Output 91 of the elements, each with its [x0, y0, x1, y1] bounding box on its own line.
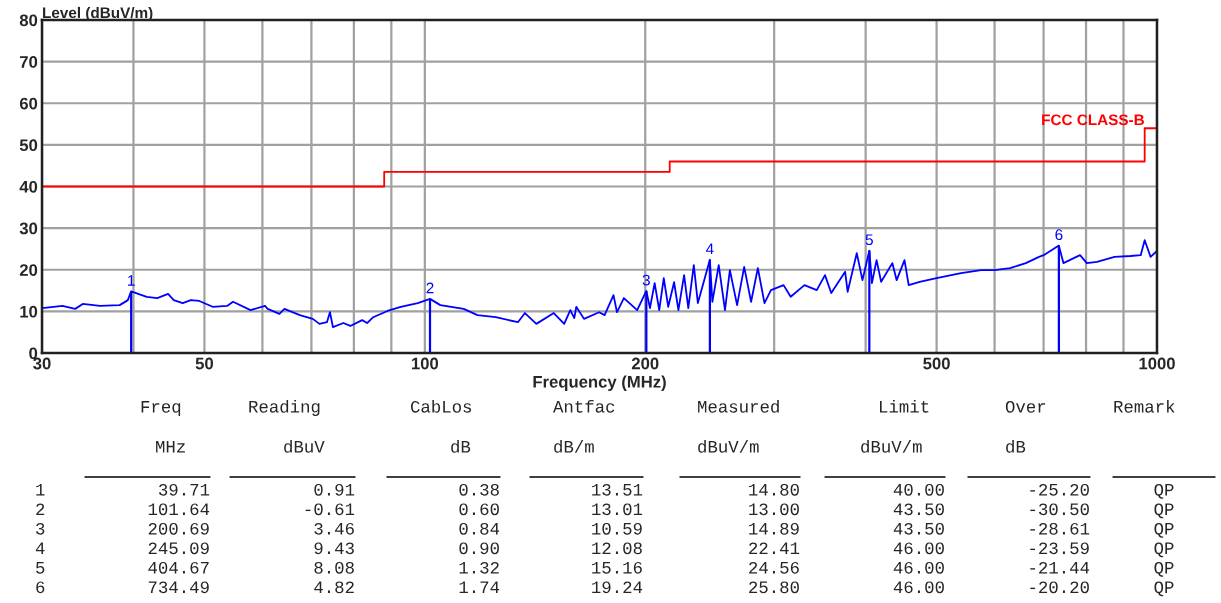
text: QP	[1154, 542, 1174, 558]
text: 6	[36, 581, 45, 594]
x-tick-label: 500	[923, 357, 950, 370]
text: -28.61	[1030, 522, 1090, 535]
text: dBuV	[284, 439, 325, 453]
y-tick-label: 20	[19, 264, 38, 276]
text: 14.80	[749, 483, 799, 496]
annotation: 2	[426, 282, 434, 294]
text: 19.24	[592, 581, 643, 594]
text: 13.00	[749, 503, 799, 516]
text: 5	[36, 562, 45, 574]
text: 3.46	[314, 522, 354, 535]
text: -20.20	[1030, 581, 1089, 594]
text: 14.89	[749, 522, 799, 535]
y-axis-title: Level (dBuV/m)	[43, 6, 153, 22]
y-tick-label: 70	[20, 56, 38, 68]
text: QP	[1154, 561, 1174, 577]
text: QP	[1154, 522, 1174, 538]
text: -23.59	[1030, 542, 1089, 555]
text: 46.00	[893, 542, 944, 555]
text: 10.59	[592, 522, 642, 535]
annotation: 5	[865, 234, 873, 246]
text: 0.38	[459, 483, 499, 496]
text: 0.90	[459, 542, 499, 555]
text: Remark	[1114, 399, 1175, 413]
y-tick-label: 40	[19, 180, 38, 193]
text: 15.16	[592, 561, 642, 574]
text: 40.00	[893, 483, 944, 496]
text: 9.43	[314, 542, 354, 555]
text: dB	[1006, 439, 1026, 453]
text: dB/m	[554, 439, 594, 453]
y-tick-label: 60	[19, 97, 38, 110]
text: dB	[451, 439, 471, 453]
text: 0.60	[459, 503, 499, 516]
text: 13.51	[592, 483, 643, 496]
y-tick-label: 80	[19, 14, 38, 27]
text: 0.91	[314, 483, 355, 496]
text: 43.50	[893, 503, 944, 516]
text: 101.64	[148, 503, 210, 516]
text: 4	[35, 542, 45, 554]
annotation: 4	[705, 243, 714, 255]
text: 734.49	[148, 581, 209, 594]
text: -30.50	[1030, 503, 1089, 516]
text: 8.08	[314, 561, 354, 574]
x-tick-label: 100	[411, 357, 439, 370]
text: MHz	[156, 441, 185, 453]
text: 1	[36, 484, 45, 496]
x-axis-title: Frequency (MHz)	[533, 375, 666, 392]
text: 46.00	[893, 561, 944, 574]
text: dBuV/m	[698, 439, 759, 453]
text: Reading	[249, 399, 320, 417]
text: CabLos	[410, 399, 472, 413]
x-tick-label: 200	[631, 357, 659, 370]
y-tick-label: 10	[20, 305, 38, 318]
text: 46.00	[893, 581, 944, 594]
text: -25.20	[1030, 483, 1089, 496]
text: 39.71	[158, 483, 210, 496]
text: QP	[1154, 483, 1174, 499]
text: 12.08	[592, 542, 642, 555]
text: -0.61	[305, 503, 355, 516]
text: QP	[1154, 503, 1174, 519]
text: 2	[36, 503, 45, 515]
series-label: FCC CLASS-B	[1042, 114, 1144, 126]
text: Antfac	[553, 399, 615, 413]
x-tick-label: 50	[195, 357, 214, 370]
y-tick-label: 30	[19, 222, 38, 235]
x-tick-label: 1000	[1139, 357, 1175, 370]
text: -21.44	[1030, 561, 1090, 574]
text: 4.82	[314, 581, 354, 594]
text: 0.84	[459, 522, 500, 535]
text: Over	[1005, 400, 1046, 413]
annotation: 1	[128, 275, 135, 286]
text: dBuV/m	[861, 439, 922, 453]
text: 3	[36, 522, 45, 535]
text: Measured	[698, 399, 779, 413]
text: QP	[1154, 581, 1174, 597]
text: 404.67	[148, 561, 209, 574]
text: 25.80	[749, 581, 799, 594]
y-tick-label: 50	[19, 139, 38, 152]
text: 245.09	[148, 542, 209, 555]
text: 24.56	[749, 561, 799, 574]
annotation: 3	[642, 274, 650, 286]
text: 43.50	[893, 522, 944, 535]
text: 1.32	[459, 561, 499, 574]
annotation: 6	[1055, 229, 1063, 241]
text: Limit	[880, 399, 929, 413]
text: 13.01	[592, 503, 643, 516]
text: 22.41	[749, 542, 800, 554]
text: 1.74	[459, 581, 500, 593]
text: 200.69	[148, 522, 209, 535]
text: Freq	[141, 401, 181, 417]
